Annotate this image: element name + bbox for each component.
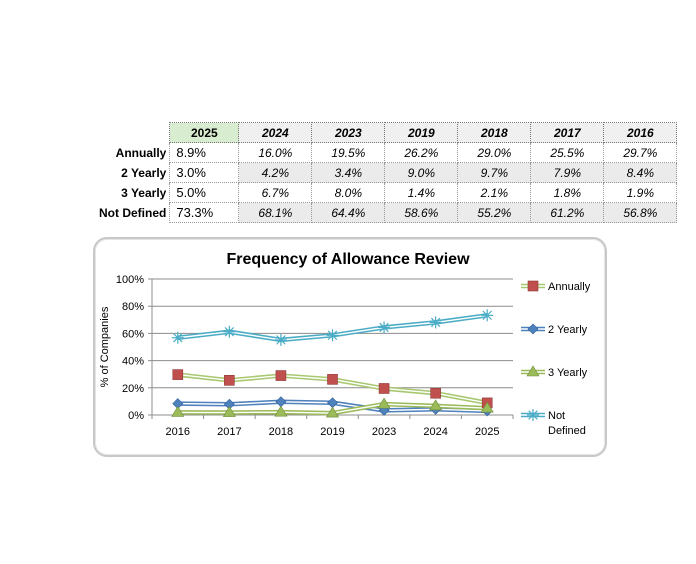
table-cell: 1.8%	[530, 182, 605, 203]
table-cell: 16.0%	[238, 142, 313, 163]
y-tick-label: 40%	[122, 356, 144, 368]
data-point	[429, 399, 443, 411]
column-header: 2024	[238, 122, 313, 143]
data-point	[171, 331, 184, 344]
y-tick-label: 0%	[128, 410, 144, 422]
x-tick-label: 2016	[166, 426, 190, 438]
table-cell: 4.2%	[238, 162, 313, 183]
table-cell: 29.7%	[603, 142, 678, 163]
line-chart: Frequency of Allowance Review % of Compan…	[99, 251, 591, 438]
frequency-table: 2025 2024 2023 2019 2018 2017 2016 Annua…	[93, 122, 678, 223]
y-tick-label: 80%	[122, 301, 144, 313]
row-label: Annually	[115, 145, 167, 160]
table-row: Annually 8.9% 16.0% 19.5% 26.2% 29.0% 25…	[93, 142, 678, 163]
table-cell: 8.0%	[311, 182, 386, 203]
legend-label: 2 Yearly	[548, 324, 588, 336]
table-cell: 8.9%	[169, 142, 240, 163]
table-row: Not Defined 73.3% 68.1% 64.4% 58.6% 55.2…	[93, 202, 678, 223]
table-cell: 19.5%	[311, 142, 386, 163]
column-header: 2018	[457, 122, 532, 143]
data-point	[223, 325, 236, 338]
data-point	[430, 387, 441, 399]
data-point	[224, 375, 235, 386]
x-tick-label: 2017	[217, 426, 241, 438]
table-row: 2 Yearly 3.0% 4.2% 3.4% 9.0% 9.7% 7.9% 8…	[93, 162, 678, 183]
table-cell: 73.3%	[169, 202, 240, 223]
y-tick-label: 100%	[116, 274, 144, 286]
column-header: 2025	[169, 122, 240, 143]
row-label: 3 Yearly	[121, 185, 167, 200]
table-header-row: 2025 2024 2023 2019 2018 2017 2016	[93, 122, 678, 143]
legend-marker	[527, 323, 539, 335]
table-cell: 29.0%	[457, 142, 532, 163]
legend-marker	[527, 280, 539, 292]
data-point	[429, 316, 442, 329]
x-tick-label: 2024	[423, 426, 447, 438]
y-tick-label: 60%	[122, 328, 144, 340]
y-tick-label: 20%	[122, 383, 144, 395]
legend-label: 3 Yearly	[548, 367, 588, 379]
legend-marker	[526, 365, 540, 377]
table-cell: 7.9%	[530, 162, 605, 183]
data-point	[274, 405, 288, 417]
table-cell: 5.0%	[169, 182, 240, 203]
chart-title: Frequency of Allowance Review	[226, 251, 470, 268]
table-cell: 2.1%	[457, 182, 532, 203]
x-tick-label: 2018	[269, 426, 293, 438]
data-point	[172, 369, 184, 380]
table-corner	[93, 122, 170, 143]
data-point	[274, 333, 287, 346]
table-cell: 3.4%	[311, 162, 386, 183]
table-cell: 25.5%	[530, 142, 605, 163]
data-point	[325, 406, 340, 418]
x-tick-label: 2025	[475, 426, 499, 438]
data-point	[377, 397, 391, 409]
table-cell: 68.1%	[238, 202, 313, 223]
column-header: 2019	[384, 122, 459, 143]
legend-label: Not	[548, 410, 565, 422]
table-cell: 6.7%	[238, 182, 313, 203]
column-header: 2023	[311, 122, 386, 143]
table-cell: 61.2%	[530, 202, 605, 223]
data-point	[275, 370, 287, 381]
table-row: 3 Yearly 5.0% 6.7% 8.0% 1.4% 2.1% 1.8% 1…	[93, 182, 678, 203]
x-tick-label: 2023	[372, 426, 396, 438]
legend-label: Annually	[548, 281, 591, 293]
data-point	[327, 374, 338, 385]
data-point	[222, 405, 236, 417]
data-point	[480, 401, 494, 413]
table-cell: 56.8%	[603, 202, 678, 223]
data-point	[171, 405, 185, 417]
table-cell: 1.9%	[603, 182, 678, 203]
y-axis-label: % of Companies	[99, 306, 111, 387]
data-point	[327, 397, 338, 409]
data-point	[378, 383, 390, 394]
table-cell: 64.4%	[311, 202, 386, 223]
row-label: 2 Yearly	[121, 165, 167, 180]
row-label: Not Defined	[99, 205, 167, 220]
table-cell: 26.2%	[384, 142, 459, 163]
column-header: 2017	[530, 122, 605, 143]
table-cell: 1.4%	[384, 182, 459, 203]
table-cell: 58.6%	[384, 202, 459, 223]
legend-marker	[527, 409, 539, 421]
chart-frame	[93, 237, 607, 457]
table-cell: 3.0%	[169, 162, 240, 183]
data-point	[275, 396, 287, 408]
data-point	[481, 309, 494, 322]
legend-label: Defined	[548, 425, 586, 437]
table-cell: 9.7%	[457, 162, 532, 183]
table-cell: 8.4%	[603, 162, 678, 183]
column-header: 2016	[603, 122, 678, 143]
table-cell: 55.2%	[457, 202, 532, 223]
data-point	[326, 329, 339, 342]
table-cell: 9.0%	[384, 162, 459, 183]
data-point	[378, 321, 391, 334]
x-tick-label: 2019	[320, 426, 344, 438]
